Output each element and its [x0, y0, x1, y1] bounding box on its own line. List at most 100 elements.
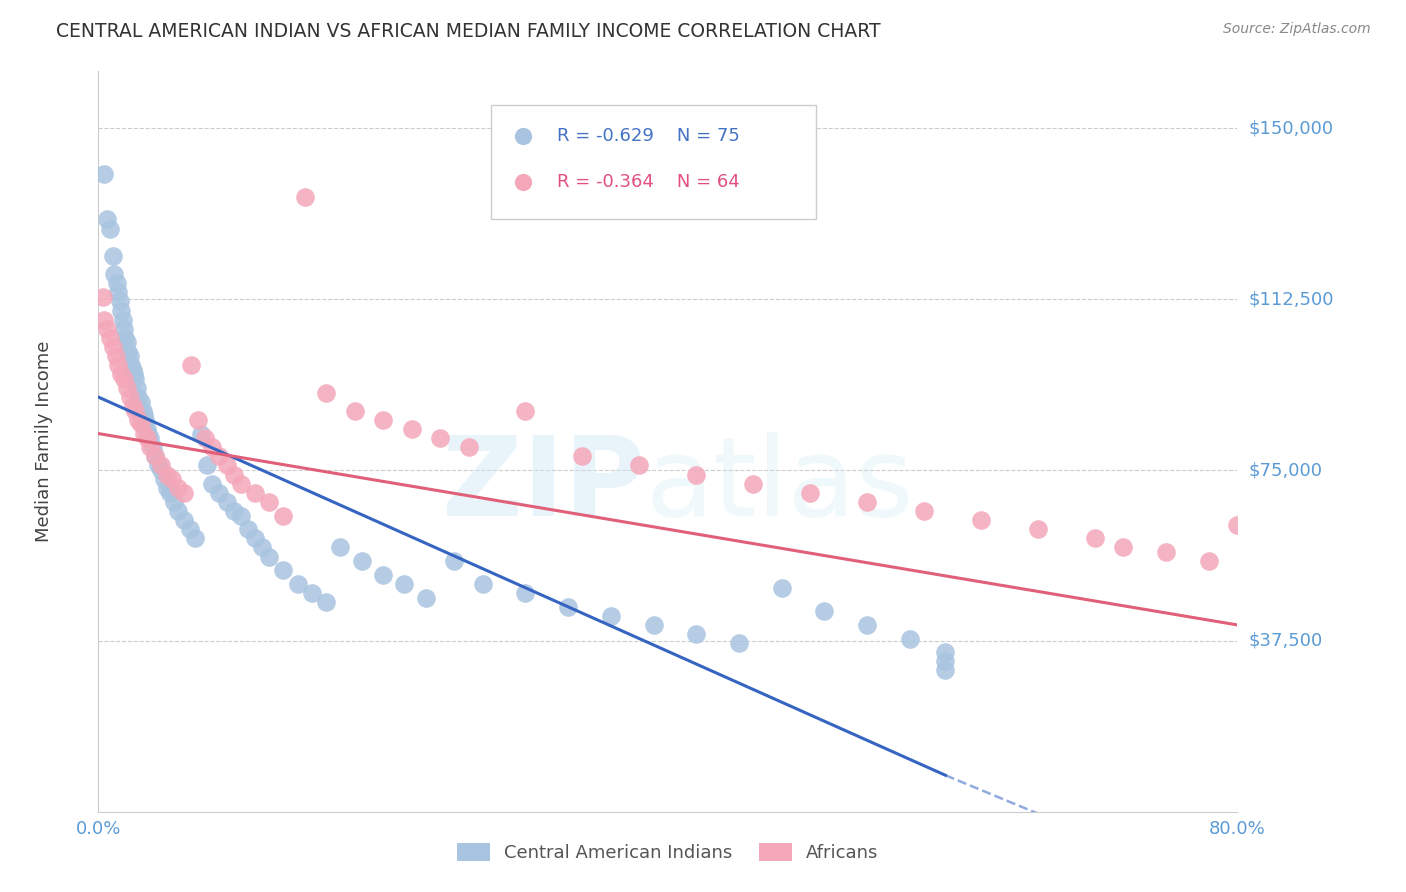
Point [856, 495, 879, 509]
Point [571, 450, 593, 464]
Point [236, 522, 259, 536]
Point [208, 485, 231, 500]
Point [856, 618, 879, 632]
Point [132, 426, 155, 441]
Point [111, 312, 134, 326]
Point [127, 413, 149, 427]
Point [121, 363, 143, 377]
Point [415, 591, 437, 605]
Point [1026, 522, 1049, 536]
Point [141, 440, 163, 454]
Text: Median Family Income: Median Family Income [35, 341, 53, 542]
Point [1112, 541, 1135, 555]
Text: Source: ZipAtlas.com: Source: ZipAtlas.com [1223, 22, 1371, 37]
Point [190, 426, 212, 441]
Point [934, 664, 956, 678]
Point [742, 476, 765, 491]
Point [912, 504, 935, 518]
Point [1340, 541, 1362, 555]
Point [1284, 567, 1306, 582]
Point [110, 368, 132, 382]
Point [135, 422, 157, 436]
Point [180, 358, 202, 372]
Point [301, 586, 323, 600]
Point [135, 431, 157, 445]
Point [600, 608, 623, 623]
Point [138, 431, 160, 445]
Text: $75,000: $75,000 [1249, 461, 1323, 479]
Point [557, 599, 579, 614]
Point [429, 431, 451, 445]
Point [93, 167, 115, 181]
Point [173, 485, 195, 500]
Point [898, 632, 921, 646]
Text: R = -0.629    N = 75: R = -0.629 N = 75 [557, 127, 740, 145]
Point [250, 541, 273, 555]
Point [179, 522, 201, 536]
Point [934, 645, 956, 659]
Point [115, 381, 138, 395]
Point [104, 349, 127, 363]
Point [120, 358, 142, 372]
Text: CENTRAL AMERICAN INDIAN VS AFRICAN MEDIAN FAMILY INCOME CORRELATION CHART: CENTRAL AMERICAN INDIAN VS AFRICAN MEDIA… [56, 22, 882, 41]
Point [799, 485, 821, 500]
Point [222, 467, 245, 482]
Point [96, 322, 118, 336]
Point [132, 409, 155, 423]
Point [107, 358, 129, 372]
FancyBboxPatch shape [491, 104, 815, 219]
Point [105, 277, 128, 291]
Point [118, 349, 141, 363]
Point [259, 495, 281, 509]
Point [1154, 545, 1177, 559]
Point [127, 390, 149, 404]
Point [129, 417, 152, 432]
Point [110, 303, 132, 318]
Point [194, 431, 217, 445]
Point [112, 322, 135, 336]
Point [1084, 532, 1107, 546]
Point [145, 450, 167, 464]
Point [124, 372, 146, 386]
Point [96, 212, 118, 227]
Point [273, 563, 295, 577]
Point [162, 472, 184, 486]
Point [215, 495, 238, 509]
Point [103, 267, 125, 281]
Point [970, 513, 993, 527]
Point [148, 458, 170, 473]
Point [1368, 554, 1391, 568]
Point [229, 476, 252, 491]
Point [273, 508, 295, 523]
Point [156, 481, 179, 495]
Point [167, 481, 190, 495]
Point [1198, 554, 1220, 568]
Point [201, 476, 224, 491]
Point [515, 404, 537, 418]
Point [813, 604, 835, 618]
Point [129, 394, 152, 409]
Point [643, 618, 665, 632]
Point [394, 577, 416, 591]
Point [259, 549, 281, 564]
Point [243, 485, 266, 500]
Point [1312, 577, 1334, 591]
Point [159, 485, 181, 500]
Point [443, 554, 465, 568]
Point [343, 404, 366, 418]
Text: atlas: atlas [645, 433, 914, 540]
Point [134, 413, 156, 427]
Point [619, 805, 641, 819]
Text: R = -0.364    N = 64: R = -0.364 N = 64 [557, 173, 740, 192]
Point [98, 331, 121, 345]
Point [153, 472, 176, 486]
Point [118, 390, 141, 404]
Point [114, 331, 136, 345]
Legend: Central American Indians, Africans: Central American Indians, Africans [450, 836, 886, 870]
Point [1254, 558, 1277, 573]
Point [93, 312, 115, 326]
Point [934, 654, 956, 668]
Point [138, 440, 160, 454]
Point [350, 554, 373, 568]
Point [287, 577, 309, 591]
